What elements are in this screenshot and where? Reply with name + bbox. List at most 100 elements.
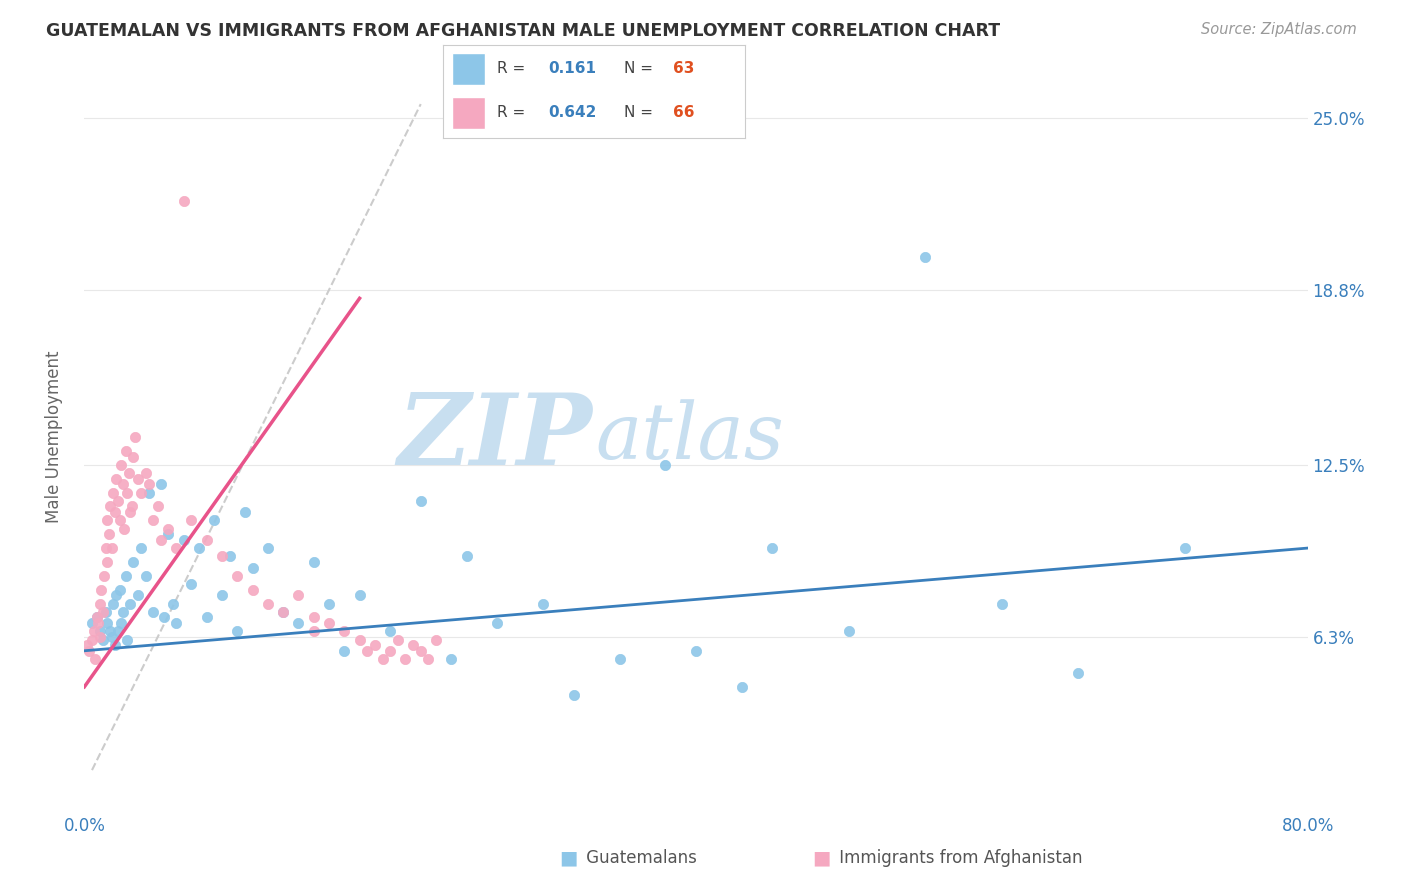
Point [127, 472, 149, 486]
Point [387, 632, 409, 647]
Point [333, 624, 356, 639]
Text: ZIP: ZIP [396, 389, 592, 485]
Point [188, 541, 211, 555]
Point [195, 610, 218, 624]
Point [425, 632, 447, 647]
Point [129, 485, 152, 500]
Point [531, 597, 554, 611]
Point [135, 569, 157, 583]
Point [103, 485, 125, 500]
Point [127, 588, 149, 602]
Point [153, 610, 176, 624]
Point [302, 555, 325, 569]
Point [202, 513, 225, 527]
Text: N =: N = [624, 62, 654, 77]
Point [609, 652, 631, 666]
Point [302, 610, 325, 624]
Point [180, 577, 202, 591]
Point [356, 644, 378, 658]
Point [486, 615, 509, 630]
Point [1067, 665, 1090, 680]
Point [105, 588, 128, 602]
Point [98, 624, 121, 639]
Text: 0.642: 0.642 [548, 105, 598, 120]
Point [90, 582, 112, 597]
Point [108, 513, 131, 527]
Point [173, 194, 195, 209]
Text: Immigrants from Afghanistan: Immigrants from Afghanistan [834, 849, 1083, 867]
Point [654, 458, 676, 472]
Point [142, 513, 165, 527]
Point [110, 615, 132, 630]
Point [86, 610, 108, 624]
Point [271, 605, 294, 619]
Point [121, 500, 143, 514]
Point [242, 582, 264, 597]
Point [94, 541, 117, 555]
Point [101, 541, 124, 555]
Point [87, 615, 110, 630]
Point [149, 533, 172, 547]
Point [211, 549, 233, 564]
Point [257, 597, 280, 611]
Point [91, 605, 114, 619]
Point [89, 624, 111, 639]
Point [89, 630, 111, 644]
Point [409, 494, 432, 508]
Point [86, 610, 108, 624]
Point [105, 472, 128, 486]
Point [96, 555, 118, 569]
Point [761, 541, 783, 555]
Point [440, 652, 463, 666]
Point [349, 588, 371, 602]
Point [107, 494, 129, 508]
Point [138, 485, 160, 500]
Text: GUATEMALAN VS IMMIGRANTS FROM AFGHANISTAN MALE UNEMPLOYMENT CORRELATION CHART: GUATEMALAN VS IMMIGRANTS FROM AFGHANISTA… [46, 22, 1001, 40]
Point [80, 615, 103, 630]
Point [120, 505, 142, 519]
Point [302, 624, 325, 639]
Point [364, 638, 387, 652]
Point [112, 522, 135, 536]
Point [394, 652, 416, 666]
Point [1174, 541, 1197, 555]
Point [77, 644, 100, 658]
Point [124, 430, 146, 444]
Point [242, 560, 264, 574]
Point [97, 527, 120, 541]
Point [101, 630, 124, 644]
Point [685, 644, 707, 658]
Point [122, 450, 145, 464]
Point [111, 477, 134, 491]
Point [195, 533, 218, 547]
Text: atlas: atlas [596, 399, 785, 475]
Point [287, 588, 309, 602]
Point [94, 605, 117, 619]
Point [380, 624, 402, 639]
Point [271, 605, 294, 619]
Point [257, 541, 280, 555]
Point [135, 466, 157, 480]
Point [91, 632, 114, 647]
Point [838, 624, 860, 639]
Text: N =: N = [624, 105, 654, 120]
Point [318, 597, 340, 611]
Point [991, 597, 1014, 611]
Point [562, 688, 585, 702]
Point [96, 513, 118, 527]
Text: R =: R = [498, 62, 526, 77]
Point [93, 569, 115, 583]
Point [108, 582, 131, 597]
Point [104, 638, 127, 652]
Text: ■: ■ [560, 848, 578, 868]
Point [914, 250, 936, 264]
Point [76, 638, 98, 652]
Point [115, 632, 138, 647]
Point [287, 615, 309, 630]
Point [157, 522, 180, 536]
Text: 66: 66 [672, 105, 695, 120]
Point [98, 500, 121, 514]
Point [122, 555, 145, 569]
Point [120, 597, 142, 611]
Y-axis label: Male Unemployment: Male Unemployment [45, 351, 63, 524]
